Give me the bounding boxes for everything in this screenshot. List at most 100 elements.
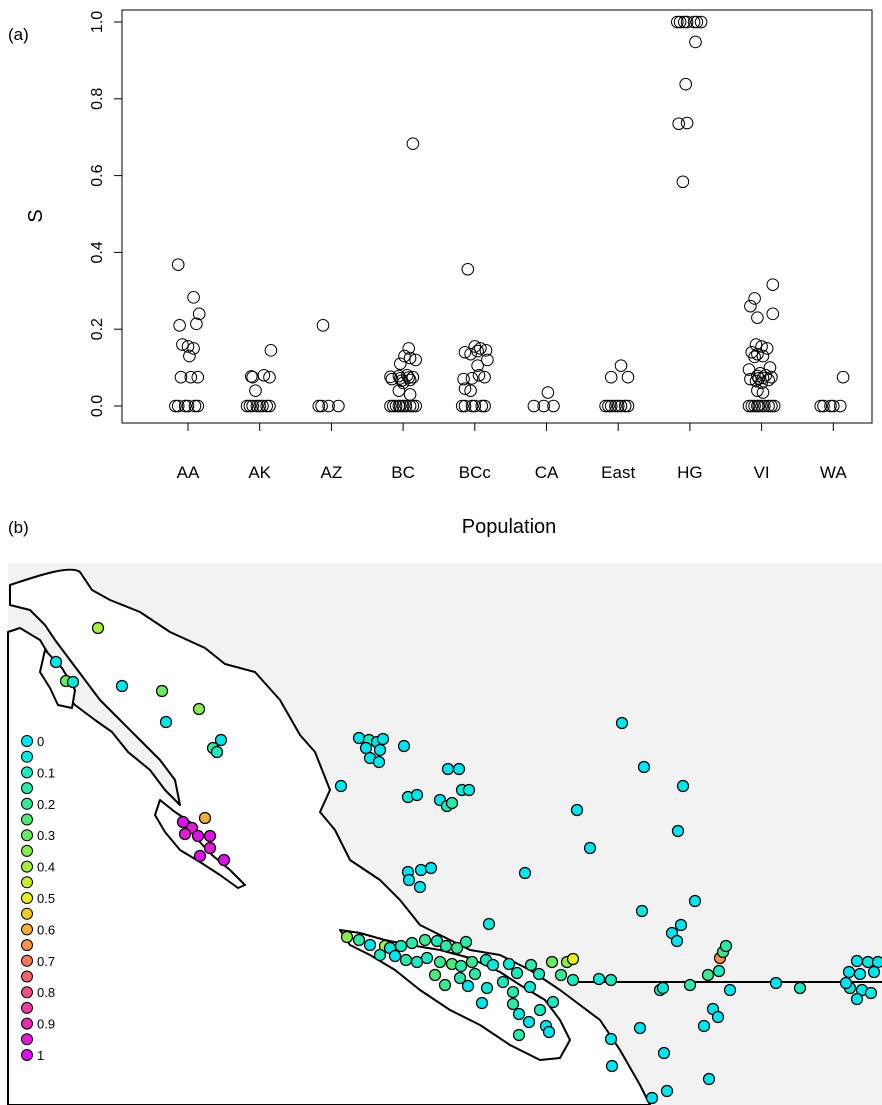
site-marker <box>214 733 228 747</box>
site-marker <box>363 938 377 952</box>
site-marker <box>506 997 520 1011</box>
site-marker <box>583 841 597 855</box>
site-marker <box>397 739 411 753</box>
scatter-point <box>384 370 397 384</box>
scatter-point <box>176 338 189 351</box>
site-marker <box>198 811 212 825</box>
site-marker <box>545 955 559 969</box>
scatter-point <box>403 388 417 401</box>
scatter-point <box>385 372 399 386</box>
site-marker <box>566 973 580 987</box>
legend-label: 0.8 <box>37 985 55 1000</box>
scatter-point <box>464 384 477 397</box>
scatter-point <box>315 399 328 413</box>
site-marker <box>334 779 348 793</box>
site-marker <box>656 981 670 995</box>
site-marker <box>482 917 496 931</box>
legend-swatch <box>21 1033 33 1046</box>
scatter-point <box>611 399 625 413</box>
site-marker <box>793 981 807 995</box>
site-marker <box>475 996 489 1010</box>
y-tick-label: 0.2 <box>89 318 106 340</box>
scatter-point <box>756 386 770 399</box>
scatter-point <box>755 376 768 390</box>
scatter-point <box>471 359 484 372</box>
site-marker <box>420 951 434 965</box>
site-marker <box>340 930 354 944</box>
legend-swatch <box>21 876 33 889</box>
scatter-point <box>751 347 764 361</box>
legend-swatch <box>21 1049 33 1061</box>
x-axis-title: Population <box>462 516 557 538</box>
legend-label: 0.3 <box>37 828 55 843</box>
scatter-point <box>766 307 780 321</box>
island-shape <box>39 649 76 709</box>
site-marker <box>394 939 408 953</box>
site-marker <box>373 743 387 757</box>
scatter-point <box>322 399 335 413</box>
scatter-point <box>748 399 761 413</box>
points-layer <box>169 15 850 413</box>
site-marker <box>414 863 428 877</box>
scatter-point <box>396 399 410 413</box>
scatter-point <box>332 399 345 413</box>
legend-swatch <box>21 939 33 952</box>
legend-swatch <box>21 829 33 842</box>
scatter-point <box>263 399 276 413</box>
site-marker <box>604 973 618 987</box>
site-marker <box>441 762 455 776</box>
panel-a-label: (a) <box>8 25 29 44</box>
x-tick-label: AZ <box>321 463 343 482</box>
scatter-point <box>246 370 259 384</box>
site-marker <box>723 983 737 997</box>
scatter-point <box>756 371 770 385</box>
site-marker <box>702 1072 716 1086</box>
x-tick-label: BCc <box>459 463 492 482</box>
scatter-point <box>824 399 837 413</box>
scatter-point <box>827 399 840 413</box>
site-marker <box>433 955 447 969</box>
site-marker <box>850 954 864 968</box>
site-marker <box>439 939 453 953</box>
scatter-point <box>181 399 195 413</box>
scatter-point <box>836 370 850 384</box>
legend-swatch <box>21 766 33 779</box>
scatter-point <box>475 399 489 413</box>
site-marker <box>615 716 629 730</box>
site-marker <box>518 866 532 880</box>
y-tick-label: 0.4 <box>89 241 106 263</box>
color-legend: 0 0.1 0.2 0.3 0.4 0.5 0.6 0.7 0.8 0.9 1 <box>21 734 55 1063</box>
site-marker <box>352 933 366 947</box>
site-marker <box>850 992 864 1006</box>
site-marker <box>701 968 715 982</box>
site-marker <box>468 967 482 981</box>
legend-swatch <box>21 750 33 763</box>
scatter-point <box>403 373 417 387</box>
scatter-point <box>263 370 276 384</box>
scatter-point <box>399 399 413 413</box>
x-tick-label: CA <box>535 463 559 482</box>
site-marker <box>524 958 538 972</box>
scatter-point <box>763 361 777 374</box>
legend-label: 0.2 <box>37 797 55 812</box>
site-marker <box>660 1084 674 1098</box>
site-marker <box>388 949 402 963</box>
legend-swatch <box>21 735 33 747</box>
site-marker <box>402 873 416 887</box>
site-marker <box>510 966 524 980</box>
scatter-point <box>387 399 400 413</box>
site-marker <box>410 788 424 802</box>
panel-b-map: 0 0.1 0.2 0.3 0.4 0.5 0.6 0.7 0.8 0.9 1 <box>7 563 882 1105</box>
scatter-point <box>465 399 479 413</box>
x-tick-label: AK <box>248 463 271 482</box>
legend-swatch <box>21 782 33 795</box>
legend-label: 0.7 <box>37 954 55 969</box>
site-marker <box>155 684 169 698</box>
scatter-point <box>762 373 775 387</box>
site-marker <box>66 675 80 689</box>
scatter-point <box>190 317 203 331</box>
site-marker <box>542 1025 556 1039</box>
site-marker <box>453 971 467 985</box>
scatter-point <box>389 399 403 413</box>
